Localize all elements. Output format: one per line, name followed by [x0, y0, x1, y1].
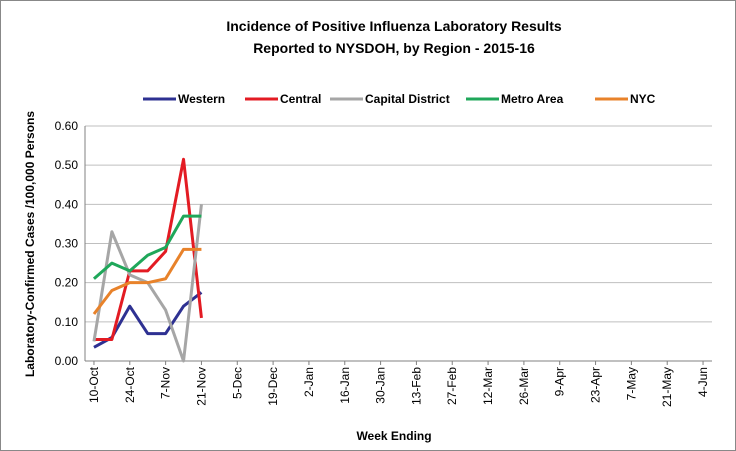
- legend-label: NYC: [630, 92, 656, 106]
- series-line: [93, 157, 203, 341]
- x-tick-label: 24-Oct: [123, 366, 137, 403]
- x-tick-label: 26-Mar: [517, 367, 531, 405]
- chart-title: Incidence of Positive Influenza Laborato…: [226, 18, 562, 34]
- x-tick-label: 13-Feb: [409, 367, 423, 405]
- x-tick-label: 30-Jan: [374, 367, 388, 404]
- series-line: [92, 214, 202, 280]
- x-tick-label: 21-Nov: [194, 367, 208, 406]
- chart-title: Reported to NYSDOH, by Region - 2015-16: [253, 40, 535, 56]
- y-tick-label: 0.20: [55, 276, 79, 290]
- x-tick-label: 4-Jun: [696, 367, 710, 397]
- x-tick-label: 7-Nov: [159, 367, 173, 399]
- y-tick-label: 0.60: [55, 119, 79, 133]
- y-tick-label: 0.10: [55, 315, 79, 329]
- y-tick-label: 0.30: [55, 237, 79, 251]
- legend-label: Metro Area: [501, 92, 564, 106]
- series-line: [92, 247, 202, 315]
- legend-label: Western: [178, 92, 225, 106]
- y-axis-label: Laboratory-Confirmed Cases /100,000 Pers…: [23, 111, 37, 377]
- x-tick-label: 10-Oct: [87, 366, 101, 403]
- x-axis-label: Week Ending: [356, 429, 431, 443]
- x-tick-label: 9-Apr: [553, 367, 567, 396]
- legend-label: Central: [280, 92, 321, 106]
- x-tick-label: 5-Dec: [230, 367, 244, 399]
- x-tick-label: 21-May: [660, 367, 674, 407]
- y-tick-label: 0.50: [55, 158, 79, 172]
- y-tick-label: 0.40: [55, 197, 79, 211]
- x-tick-label: 2-Jan: [302, 367, 316, 397]
- x-tick-label: 19-Dec: [266, 367, 280, 406]
- x-tick-label: 12-Mar: [481, 367, 495, 405]
- x-tick-label: 7-May: [624, 367, 638, 400]
- x-tick-label: 27-Feb: [445, 367, 459, 405]
- y-tick-label: 0.00: [55, 354, 79, 368]
- x-tick-label: 16-Jan: [338, 367, 352, 404]
- legend-label: Capital District: [365, 92, 450, 106]
- x-tick-label: 23-Apr: [589, 367, 603, 403]
